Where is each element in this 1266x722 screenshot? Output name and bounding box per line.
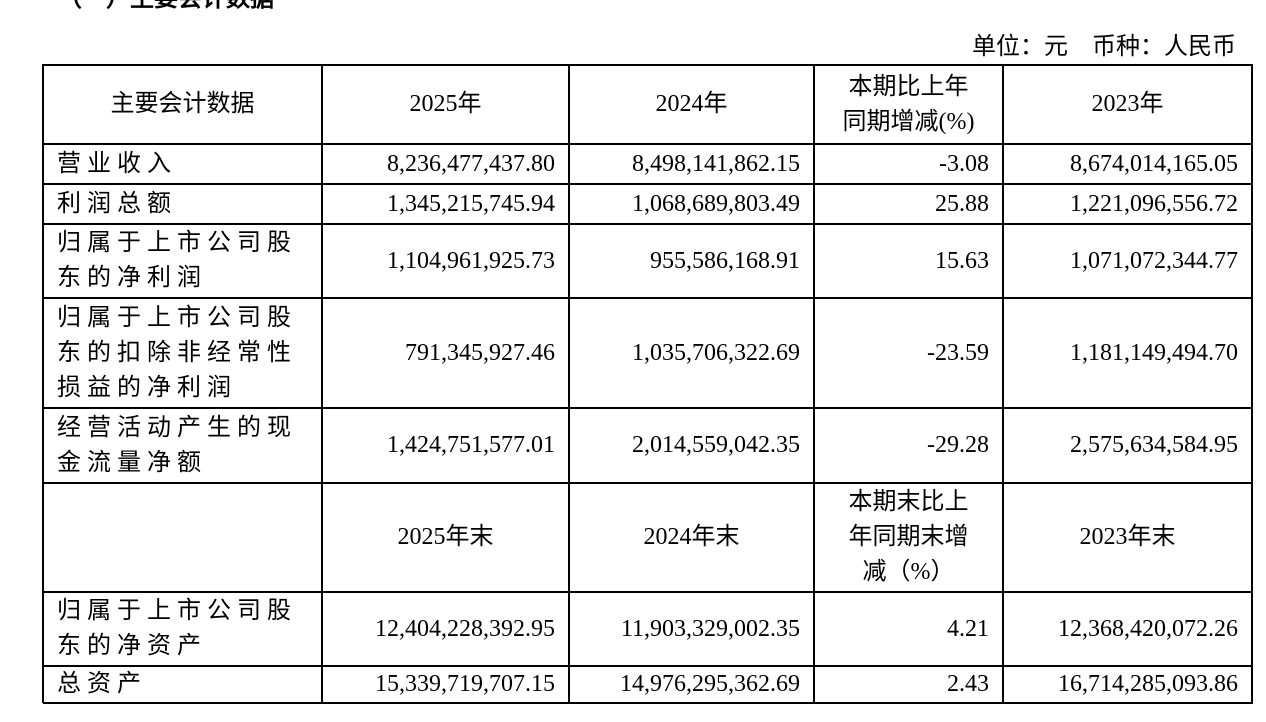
row-border <box>43 64 1253 66</box>
value-cell: 11,903,329,002.35 <box>620 615 800 642</box>
row-border <box>43 183 1253 185</box>
value-cell: 791,345,927.46 <box>405 339 555 366</box>
section-title: （一）主要会计数据 <box>58 0 274 13</box>
row-border <box>43 591 1253 593</box>
value-cell: -3.08 <box>939 150 989 177</box>
header-cell: 本期末比上 年同期末增 减（%） <box>848 489 969 585</box>
value-cell: 955,586,168.91 <box>650 247 800 274</box>
value-cell: 25.88 <box>935 190 989 217</box>
row-label: 总资产 <box>57 671 147 697</box>
row-border <box>43 407 1253 409</box>
value-cell: 14,976,295,362.69 <box>620 671 800 697</box>
unit-note: 单位：元 币种：人民币 <box>972 34 1236 60</box>
header-cell: 2023年末 <box>1079 524 1176 550</box>
column-border <box>1002 64 1004 703</box>
header-cell: 2024年 <box>655 91 728 117</box>
header-cell: 2024年末 <box>643 524 740 550</box>
value-cell: 8,498,141,862.15 <box>632 150 800 177</box>
value-cell: 2,014,559,042.35 <box>632 432 800 458</box>
value-cell: 12,404,228,392.95 <box>375 615 555 642</box>
value-cell: 12,368,420,072.26 <box>1058 615 1238 642</box>
row-label: 经营活动产生的现 金流量净额 <box>57 414 297 476</box>
row-border <box>43 665 1253 667</box>
row-border <box>43 143 1253 145</box>
value-cell: 1,345,215,745.94 <box>387 190 555 217</box>
value-cell: 1,035,706,322.69 <box>632 339 800 366</box>
value-cell: 2,575,634,584.95 <box>1070 432 1238 458</box>
value-cell: 15.63 <box>935 247 989 274</box>
value-cell: 8,236,477,437.80 <box>387 150 555 177</box>
value-cell: 1,181,149,494.70 <box>1070 339 1238 366</box>
value-cell: 1,221,096,556.72 <box>1070 190 1238 217</box>
value-cell: 1,104,961,925.73 <box>387 247 555 274</box>
value-cell: -29.28 <box>927 432 989 458</box>
value-cell: 4.21 <box>947 615 989 642</box>
row-border <box>43 702 1253 704</box>
column-border <box>813 64 815 703</box>
row-border <box>43 297 1253 299</box>
header-cell: 2025年末 <box>397 524 494 550</box>
header-cell: 本期比上年 同期增减(%) <box>842 73 975 135</box>
value-cell: 15,339,719,707.15 <box>375 671 555 697</box>
column-border <box>42 64 44 703</box>
row-label: 营业收入 <box>57 150 177 177</box>
value-cell: 2.43 <box>947 671 989 697</box>
row-border <box>43 223 1253 225</box>
row-label: 归属于上市公司股 东的净利润 <box>57 230 297 291</box>
value-cell: -23.59 <box>927 339 989 366</box>
header-cell: 2025年 <box>409 91 482 117</box>
column-border <box>1251 64 1253 703</box>
row-label: 归属于上市公司股 东的扣除非经常性 损益的净利润 <box>57 304 297 401</box>
row-border <box>43 482 1253 484</box>
value-cell: 8,674,014,165.05 <box>1070 150 1238 177</box>
column-border <box>321 64 323 703</box>
column-border <box>568 64 570 703</box>
value-cell: 1,424,751,577.01 <box>387 432 555 458</box>
header-cell: 2023年 <box>1091 91 1164 117</box>
value-cell: 1,071,072,344.77 <box>1070 247 1238 274</box>
row-label: 归属于上市公司股 东的净资产 <box>57 598 297 659</box>
row-label: 利润总额 <box>57 190 177 217</box>
value-cell: 16,714,285,093.86 <box>1058 671 1238 697</box>
value-cell: 1,068,689,803.49 <box>632 190 800 217</box>
header-cell: 主要会计数据 <box>110 91 255 117</box>
